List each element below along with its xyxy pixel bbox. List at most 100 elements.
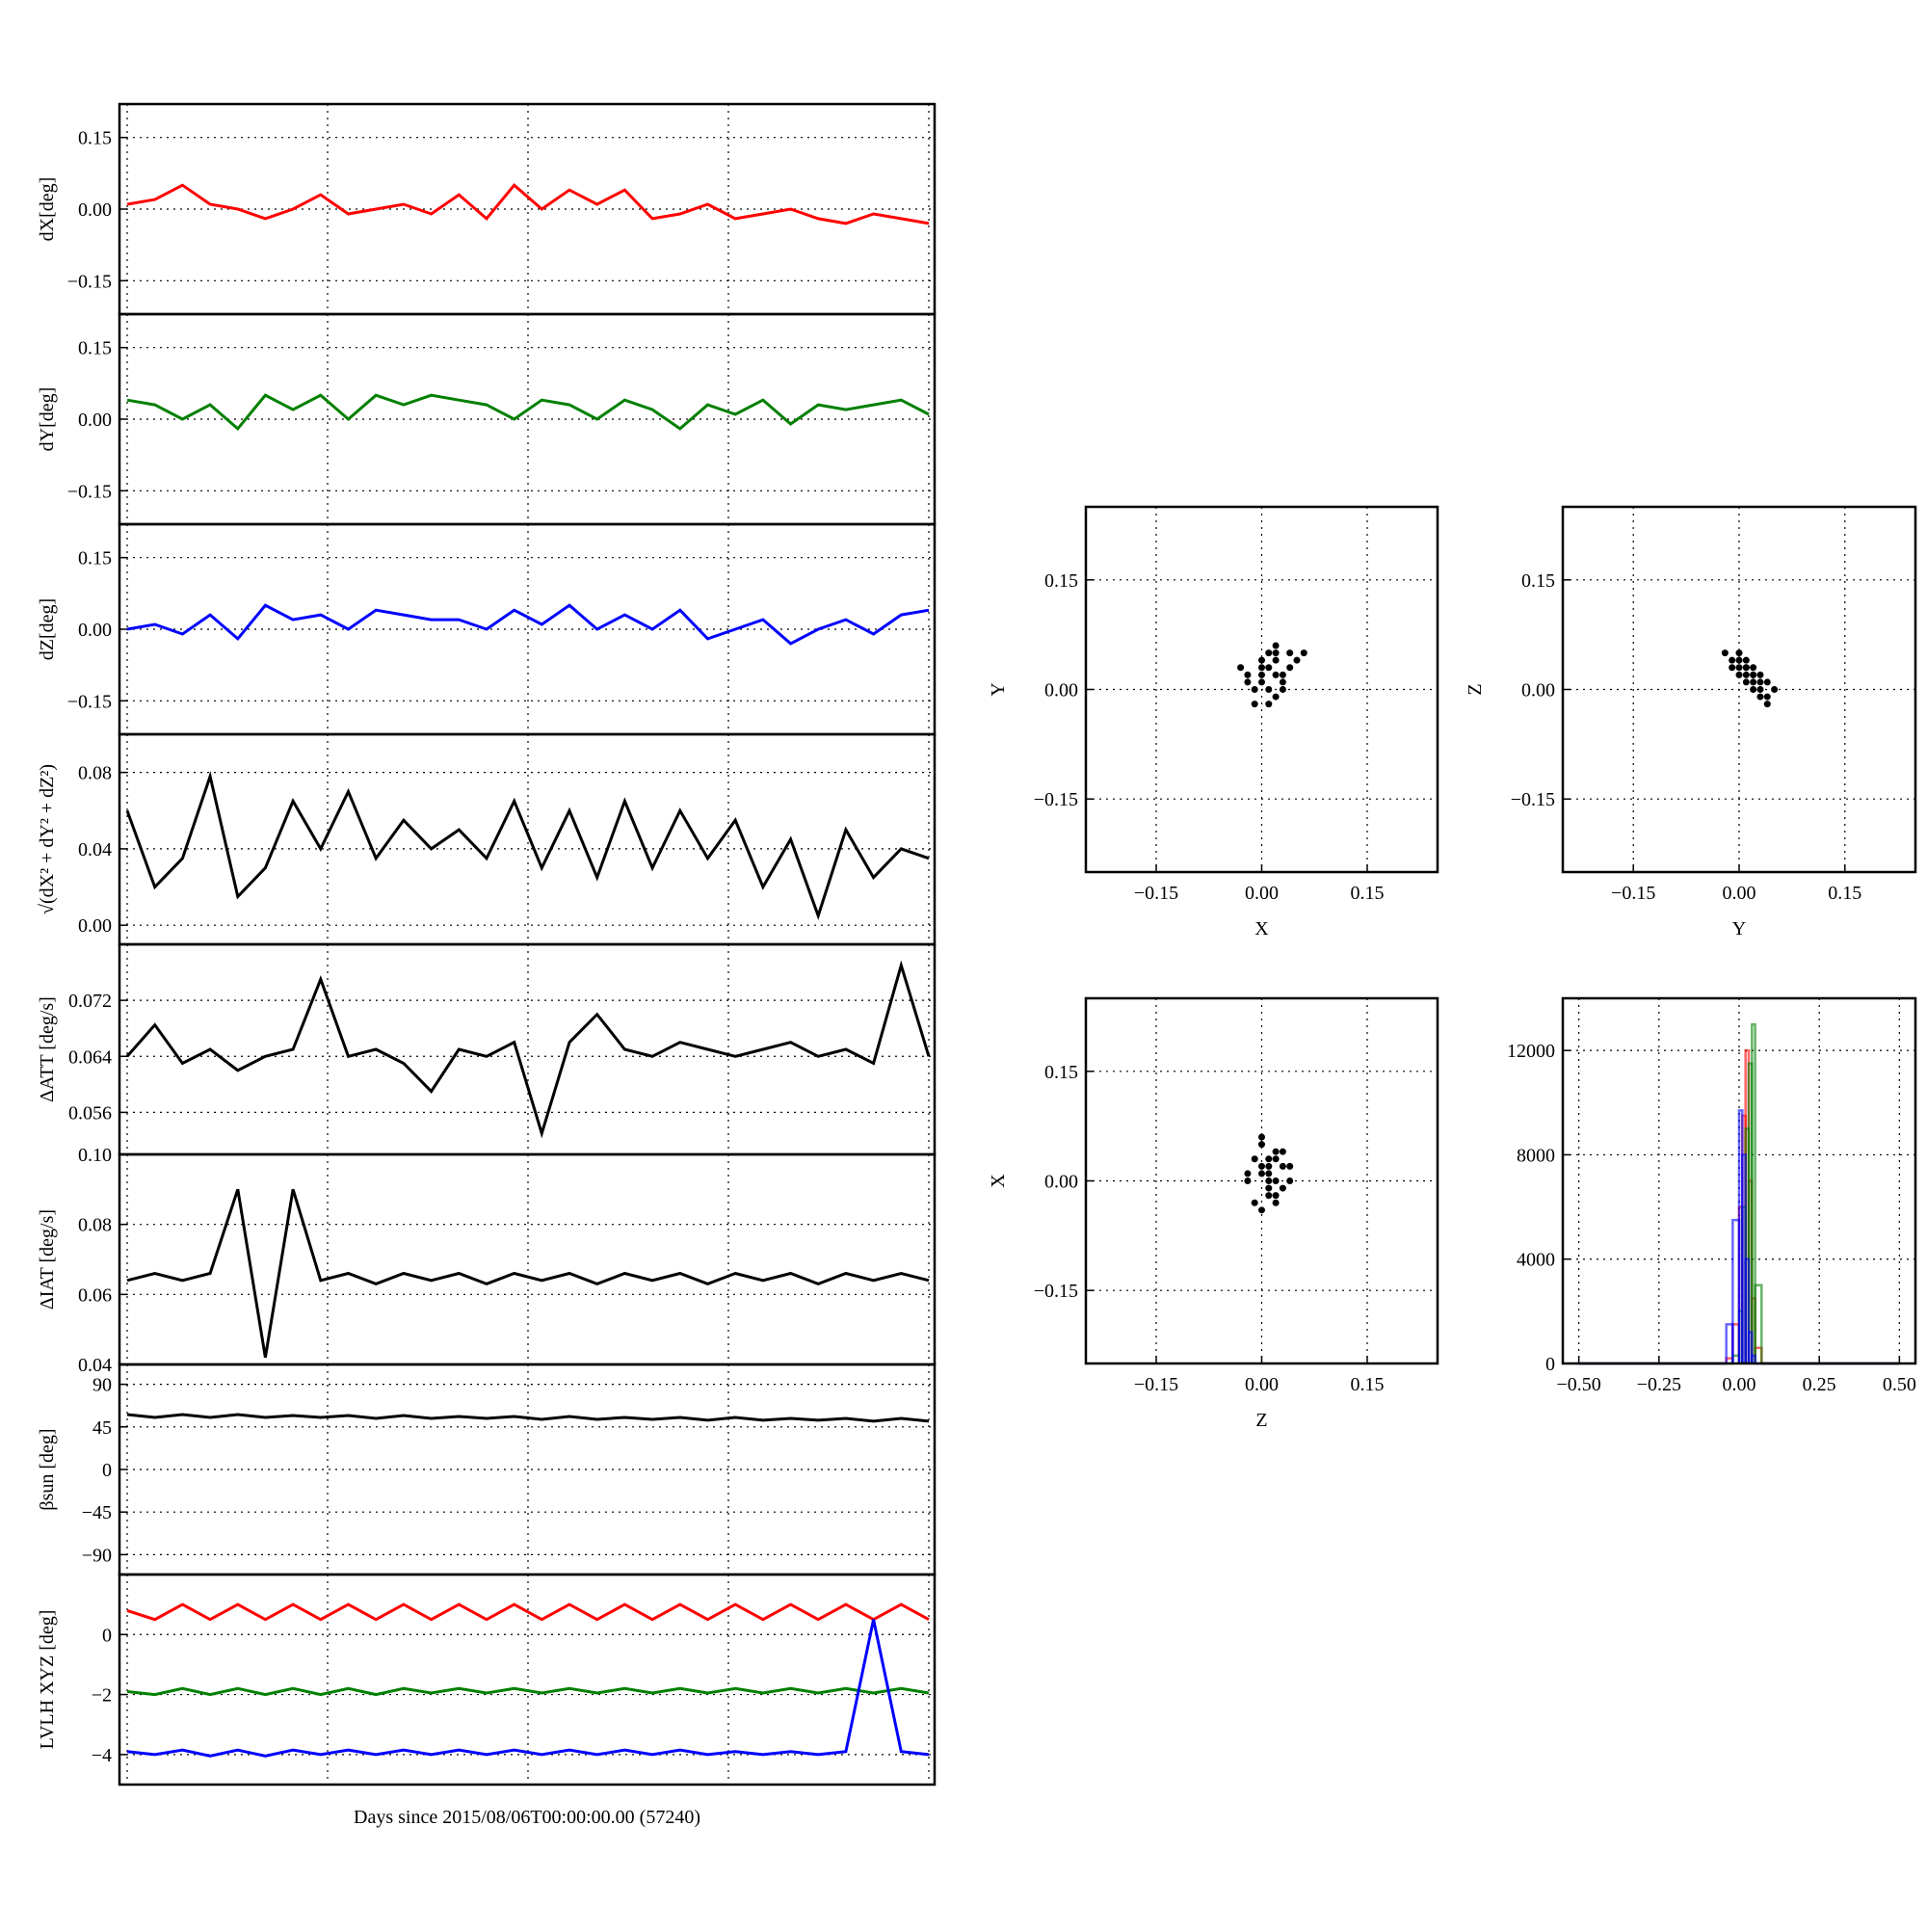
y-tick-label: 0.15 <box>1044 570 1078 592</box>
histogram-bar <box>1754 1284 1763 1363</box>
y-tick-label: 0.072 <box>68 991 112 1012</box>
x-tick-label: 0.00 <box>1723 1374 1756 1395</box>
scatter-point <box>1286 1178 1294 1184</box>
scatter-point <box>1265 701 1273 708</box>
x-tick-label: 0.00 <box>1245 1374 1279 1395</box>
y-tick-label: 0.00 <box>78 410 112 431</box>
scatter-point <box>1265 1170 1273 1178</box>
scatter-point <box>1763 678 1771 686</box>
scatter-point <box>1272 649 1280 657</box>
scatter-point <box>1750 664 1757 672</box>
scatter-point <box>1258 1133 1265 1141</box>
scatter-point <box>1763 701 1771 708</box>
y-tick-label: −45 <box>82 1502 112 1523</box>
y-tick-label: 0.04 <box>78 1355 112 1376</box>
scatter-point <box>1272 671 1280 678</box>
scatter-point <box>1279 686 1286 693</box>
scatter-point <box>1750 686 1757 693</box>
x-tick-label: −0.25 <box>1637 1374 1681 1395</box>
scatter-point <box>1258 1206 1265 1214</box>
scatter-point <box>1735 664 1743 672</box>
y-tick-label: 0.15 <box>78 548 112 569</box>
scatter-point <box>1258 1162 1265 1170</box>
data-line <box>126 1686 930 1697</box>
y-tick-label: 0.15 <box>1521 570 1555 592</box>
scatter-point <box>1272 642 1280 649</box>
scatter-point <box>1729 656 1736 664</box>
axes-frame <box>1084 505 1439 874</box>
histogram-bar <box>1747 1331 1754 1363</box>
y-tick-label: 0.15 <box>78 338 112 359</box>
y-axis-label: √(dX² + dY² + dZ²) <box>37 764 58 914</box>
scatter-point <box>1279 1148 1286 1155</box>
y-tick-label: 0.064 <box>68 1046 112 1068</box>
histogram-bar <box>1751 1022 1756 1363</box>
x-tick-label: 0.00 <box>1723 883 1756 904</box>
scatter-point <box>1756 678 1764 686</box>
y-tick-label: 45 <box>92 1417 112 1439</box>
scatter-point <box>1258 678 1265 686</box>
scatter-point <box>1721 649 1729 657</box>
x-tick-label: 0.15 <box>1351 883 1385 904</box>
data-line <box>125 960 931 1139</box>
x-axis-label: Days since 2015/08/06T00:00:00.00 (57240… <box>354 1807 700 1828</box>
y-tick-label: 0.15 <box>78 128 112 149</box>
y-tick-label: 0 <box>102 1460 112 1481</box>
data-line <box>125 771 930 920</box>
scatter-point <box>1258 671 1265 678</box>
y-tick-label: −90 <box>82 1545 112 1566</box>
y-axis-label: Y <box>988 682 1009 696</box>
y-tick-label: −0.15 <box>67 271 112 292</box>
scatter-point <box>1272 1155 1280 1163</box>
y-tick-label: 0.08 <box>78 1215 112 1236</box>
scatter-point <box>1286 664 1294 672</box>
scatter-point <box>1763 693 1771 701</box>
y-axis-label: X <box>988 1174 1009 1188</box>
scatter-point <box>1742 664 1750 672</box>
scatter-point <box>1251 1199 1258 1206</box>
scatter-point <box>1286 1162 1294 1170</box>
scatter-point <box>1272 1148 1280 1155</box>
scatter-point <box>1735 671 1743 678</box>
y-tick-label: 0.00 <box>78 620 112 641</box>
y-tick-label: 0.06 <box>78 1284 112 1306</box>
y-tick-label: −2 <box>92 1685 112 1707</box>
data-line <box>126 1188 930 1358</box>
x-tick-label: −0.50 <box>1556 1374 1600 1395</box>
scatter-point <box>1265 1155 1273 1163</box>
scatter-point <box>1251 1155 1258 1163</box>
scatter-point <box>1742 678 1750 686</box>
axes-frame <box>118 942 937 1156</box>
data-line <box>126 183 930 225</box>
y-axis-label: dX[deg] <box>37 177 58 242</box>
x-tick-label: 0.15 <box>1828 883 1861 904</box>
scatter-point <box>1258 1170 1265 1178</box>
scatter-point <box>1258 656 1265 664</box>
scatter-point <box>1756 693 1764 701</box>
y-tick-label: −4 <box>92 1745 112 1766</box>
y-tick-label: 8000 <box>1517 1145 1555 1166</box>
data-line <box>126 1413 930 1423</box>
scatter-point <box>1742 656 1750 664</box>
axes-frame <box>1084 996 1439 1365</box>
data-line <box>126 393 930 432</box>
x-tick-label: −0.15 <box>1134 1374 1178 1395</box>
x-axis-label: Z <box>1255 1410 1267 1431</box>
y-axis-label: βsun [deg] <box>37 1428 58 1510</box>
y-axis-label: ΔATT [deg/s] <box>37 996 58 1102</box>
y-tick-label: 0.056 <box>68 1102 112 1124</box>
scatter-point <box>1756 686 1764 693</box>
y-axis-label: ΔIAT [deg/s] <box>37 1209 58 1310</box>
y-axis-label: LVLH XYZ [deg] <box>37 1610 58 1750</box>
y-tick-label: 0.10 <box>78 1145 112 1166</box>
y-tick-label: 0.15 <box>1044 1062 1078 1083</box>
y-tick-label: 12000 <box>1507 1041 1555 1062</box>
scatter-point <box>1742 671 1750 678</box>
y-tick-label: 90 <box>92 1375 112 1396</box>
y-tick-label: 0.00 <box>1044 680 1078 701</box>
y-tick-label: 0.00 <box>1521 680 1555 701</box>
x-tick-label: 0.25 <box>1803 1374 1836 1395</box>
x-axis-label: X <box>1254 918 1269 940</box>
x-tick-label: −0.15 <box>1134 883 1178 904</box>
y-tick-label: −0.15 <box>1511 789 1555 810</box>
